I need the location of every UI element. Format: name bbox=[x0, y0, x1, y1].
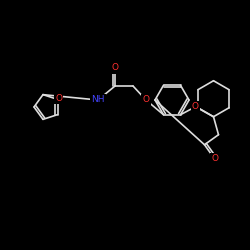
Text: O: O bbox=[192, 102, 199, 111]
Text: O: O bbox=[211, 154, 218, 163]
Text: O: O bbox=[142, 96, 150, 104]
Text: O: O bbox=[55, 94, 62, 103]
Text: O: O bbox=[112, 64, 118, 72]
Text: NH: NH bbox=[91, 96, 105, 104]
